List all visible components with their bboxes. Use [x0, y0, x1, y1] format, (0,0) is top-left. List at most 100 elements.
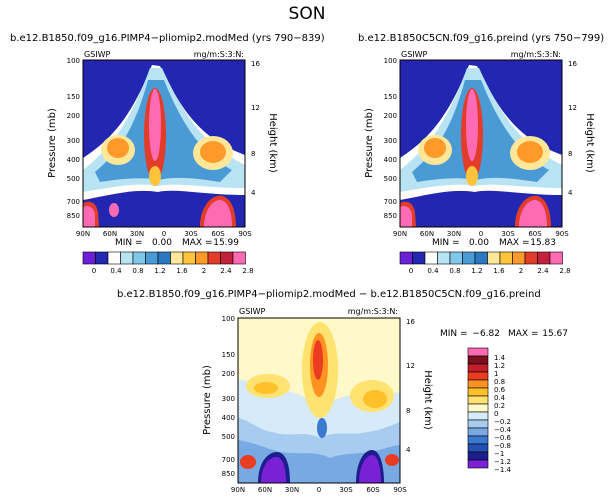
panel-c-ytick: 100	[222, 315, 235, 323]
legend-top2-label: 2	[519, 267, 523, 275]
panel-c-nh-orange-blob	[254, 382, 278, 394]
legend-top2-label: 2.8	[559, 267, 570, 275]
panel-a-ytick: 100	[67, 57, 80, 65]
panel-a-nh-surface-core	[83, 206, 95, 227]
panel-a-xtick: 30S	[184, 230, 198, 238]
panel-a-xtick: 90N	[76, 230, 90, 238]
panel-b-nh-midlat-core	[424, 138, 446, 158]
panel-b-axes: Pressure (mb) Height (km) 100 150 200 30…	[364, 57, 595, 238]
legend-diff-label: −1	[494, 450, 504, 458]
panel-a-max-value: 15.99	[213, 238, 239, 248]
legend-diff-swatch	[467, 451, 489, 461]
panel-b-xtick: 90S	[555, 230, 569, 238]
panel-a-xtick: 90S	[238, 230, 252, 238]
panel-b-min-value: 0.00	[469, 238, 489, 248]
legend-diff-swatch	[467, 411, 489, 421]
panel-c-xtick: 90S	[393, 486, 407, 494]
panel-b-right-label: mg/m:S:3:N:	[511, 50, 561, 59]
legend-top-label: 0.4	[110, 267, 122, 275]
panel-b-title: b.e12.B1850C5CN.f09_g16.preind (yrs 750−…	[358, 33, 604, 44]
panel-a-title: b.e12.B1850.f09_g16.PIMP4−pliomip2.modMe…	[10, 33, 325, 44]
panel-c-min-value: −6.82	[472, 329, 500, 339]
panel-c-sh-orange-blob	[363, 390, 387, 408]
legend-top-label: 2.4	[220, 267, 232, 275]
legend-diff-label: −0.2	[494, 418, 511, 426]
panel-b: b.e12.B1850C5CN.f09_g16.preind (yrs 750−…	[358, 33, 604, 248]
legend-diff-swatch	[467, 371, 489, 381]
panel-c-ytick: 700	[222, 456, 235, 464]
panel-a-tropics-lower	[149, 166, 161, 186]
legend-diff-swatch	[467, 363, 489, 373]
legend-top-2: 0 0.4 0.8 1.2 1.6 2 2.4 2.8	[399, 251, 571, 275]
panel-c-left-label: GSIWP	[239, 307, 266, 316]
legend-top2-label: 0.8	[449, 267, 460, 275]
panel-a-ytick: 300	[67, 137, 80, 145]
legend-top-swatch	[95, 251, 109, 265]
legend-top-swatch	[120, 251, 134, 265]
legend-top-swatches	[82, 251, 246, 265]
legend-diff-label: 0.2	[494, 402, 505, 410]
legend-diff-label: 1.4	[494, 354, 506, 362]
panel-a-y2tick: 12	[251, 104, 260, 112]
panel-c-ytick: 300	[222, 395, 235, 403]
panel-b-min-label: MIN =	[432, 238, 460, 248]
legend-diff-swatches	[467, 347, 489, 469]
legend-top-swatch	[195, 251, 209, 265]
panel-b-y2tick: 4	[568, 189, 573, 197]
panel-a-min-label: MIN =	[115, 238, 143, 248]
panel-a-xtick: 60N	[103, 230, 117, 238]
legend-top-labels: 0 0.4 0.8 1.2 1.6 2 2.4 2.8	[92, 267, 254, 275]
panel-c: b.e12.B1850.f09_g16.PIMP4−pliomip2.modMe…	[117, 289, 568, 494]
legend-top-swatch	[157, 251, 171, 265]
panel-a-nh-surface-spot	[109, 203, 119, 217]
panel-a-ytick: 150	[67, 93, 80, 101]
legend-top2-labels: 0 0.4 0.8 1.2 1.6 2 2.4 2.8	[409, 267, 571, 275]
legend-diff-swatch	[467, 395, 489, 405]
panel-c-ylabel: Pressure (mb)	[202, 365, 213, 435]
panel-c-plot	[238, 318, 400, 483]
panel-c-sh-surface-red	[385, 454, 399, 466]
legend-diff-label: −0.8	[494, 442, 511, 450]
panel-c-xtick: 30N	[285, 486, 299, 494]
legend-top-label: 2	[202, 267, 206, 275]
panel-a-field	[83, 65, 245, 227]
legend-diff-label: −0.6	[494, 434, 512, 442]
legend-top2-label: 0.4	[427, 267, 439, 275]
legend-top2-label: 0	[409, 267, 413, 275]
legend-top-swatch	[82, 251, 96, 265]
panel-c-ytick: 500	[222, 433, 235, 441]
panel-b-left-label: GSIWP	[401, 50, 428, 59]
legend-diff-label: −1.4	[494, 466, 512, 474]
panel-b-ytick: 850	[384, 212, 397, 220]
panel-a: b.e12.B1850.f09_g16.PIMP4−pliomip2.modMe…	[10, 33, 325, 248]
legend-diff-label: −1.2	[494, 458, 511, 466]
legend-top-label: 1.6	[176, 267, 188, 275]
panel-c-sh-surface-purple	[359, 455, 381, 483]
panel-c-nh-surface-red	[240, 455, 256, 469]
panel-b-xtick: 0	[479, 230, 483, 238]
legend-top-label: 2.8	[242, 267, 253, 275]
legend-diff-label: 0.8	[494, 378, 505, 386]
panel-a-right-label: mg/m:S:3:N:	[194, 50, 244, 59]
panel-c-y2tick: 12	[406, 362, 415, 370]
panel-b-xtick: 30S	[501, 230, 515, 238]
panel-c-ytick: 850	[222, 470, 235, 478]
legend-top-swatch	[170, 251, 184, 265]
panel-a-xtick: 0	[162, 230, 166, 238]
legend-top-label: 0.8	[132, 267, 143, 275]
panel-b-ytick: 150	[384, 93, 397, 101]
panel-b-y2tick: 16	[568, 60, 577, 68]
legend-top2-swatch	[549, 251, 563, 265]
panel-b-ytick: 500	[384, 175, 397, 183]
legend-diff-label: −0.4	[494, 426, 512, 434]
panel-b-ytick: 100	[384, 57, 397, 65]
legend-top2-swatch	[424, 251, 438, 265]
legend-diff-label: 0	[494, 410, 498, 418]
legend-diff: 1.4 1.2 1 0.8 0.6 0.4 0.2 0 −0.2 −0.4 −0…	[467, 347, 512, 474]
legend-diff-swatch	[467, 379, 489, 389]
legend-top2-swatch	[537, 251, 551, 265]
legend-top2-label: 2.4	[537, 267, 549, 275]
legend-top2-swatch	[399, 251, 413, 265]
panel-a-xtick: 30N	[130, 230, 144, 238]
